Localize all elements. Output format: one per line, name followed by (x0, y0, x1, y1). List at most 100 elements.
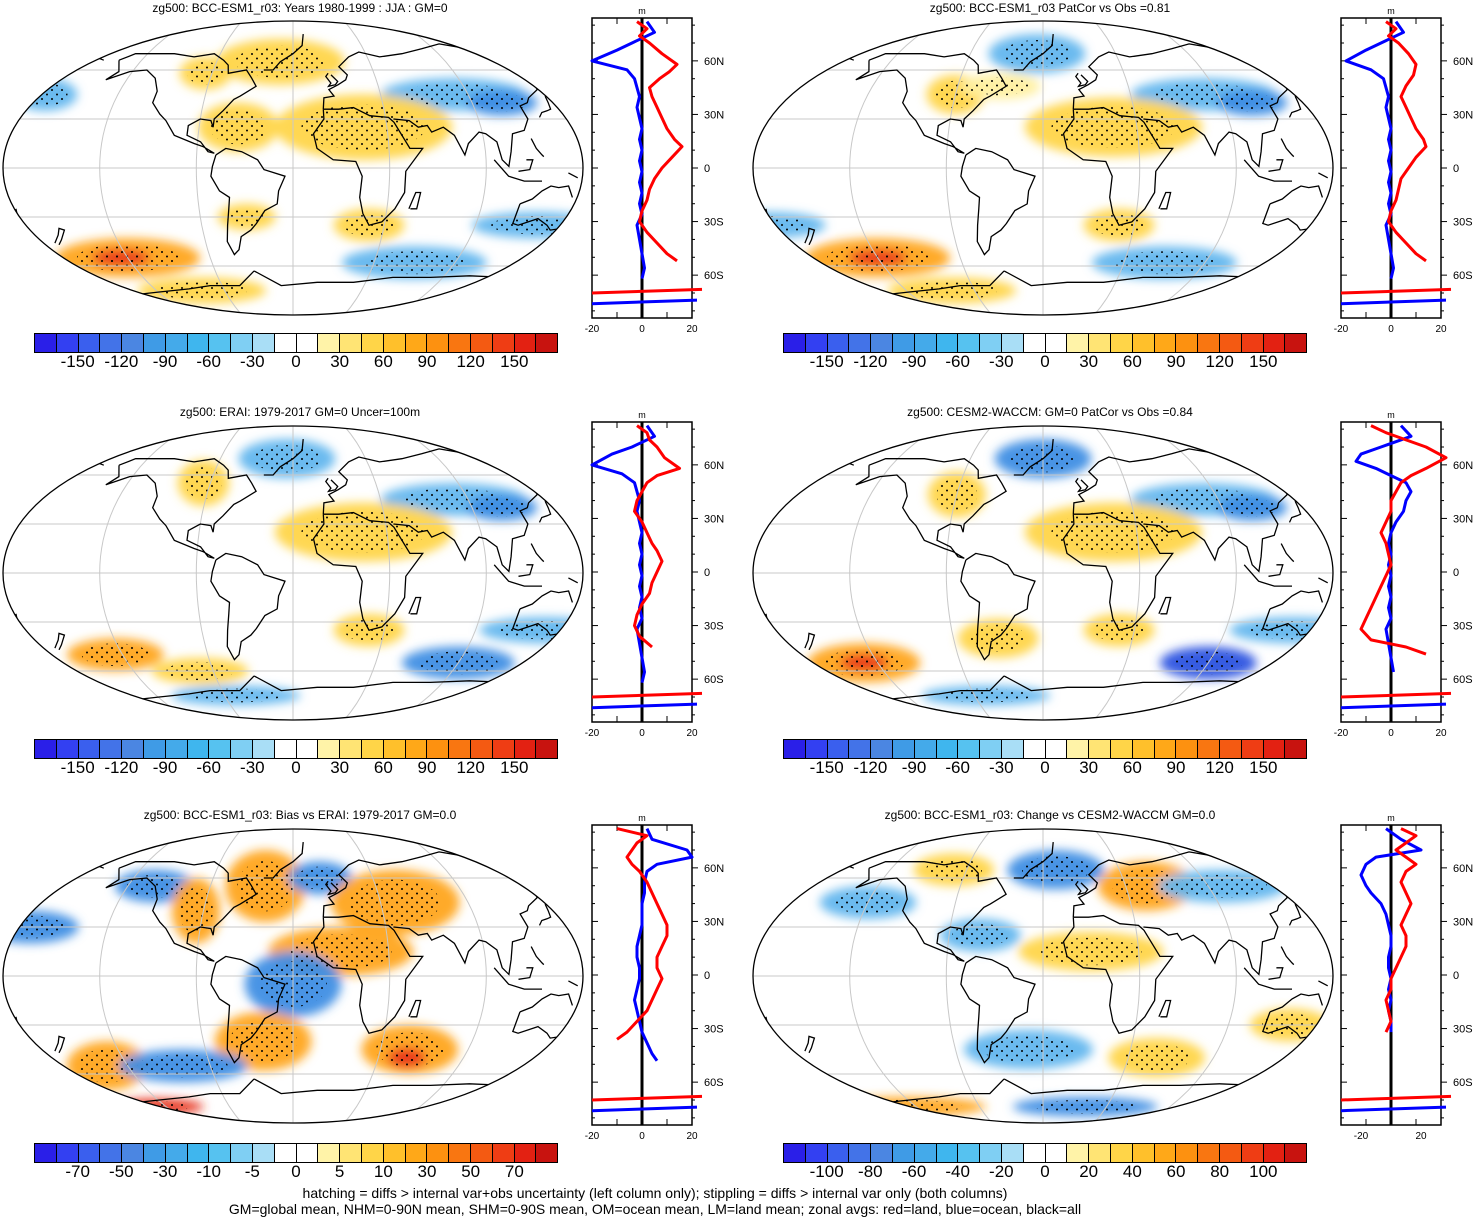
stippling (179, 887, 213, 934)
colorbar-tick-label: 120 (456, 352, 485, 371)
coastline (54, 632, 66, 651)
panel-3-title: zg500: ERAI: 1979-2017 GM=0 Uncer=100m (179, 405, 421, 419)
colorbar-swatch (514, 334, 537, 352)
colorbar-swatch (35, 334, 57, 352)
colorbar-tick-label: -60 (945, 758, 970, 777)
colorbar-swatch (427, 740, 450, 758)
colorbar-tick-label: -30 (240, 758, 265, 777)
panel-5-colorbar-labels: -70 -50 -30 -10 -5 0 5 10 30 50 70 (34, 1162, 558, 1184)
latitude-tick-label: 30N (704, 513, 724, 525)
zonal-x-tick-label: 0 (639, 728, 645, 739)
stippling (1040, 937, 1142, 966)
panel-2-colorbar-labels: -150 -120 -90 -60 -30 0 30 60 90 120 150 (783, 352, 1307, 374)
colorbar-swatch (1241, 740, 1264, 758)
coastline (1062, 511, 1174, 631)
panel-6-map (752, 828, 1334, 1124)
colorbar-swatch (1045, 740, 1068, 758)
coastline (518, 967, 534, 980)
colorbar-tick-label: 60 (1122, 758, 1142, 777)
longitude-gridline (945, 21, 993, 315)
coastline (960, 955, 1036, 1064)
latitude-tick-label: 60S (704, 674, 724, 686)
colorbar-tick-label: 0 (291, 758, 301, 777)
latitude-tick-label: 60N (704, 863, 724, 875)
colorbar-tick-label: 90 (417, 352, 437, 371)
colorbar-swatch (252, 334, 275, 352)
coastline (105, 53, 257, 154)
stippling (78, 1048, 136, 1083)
colorbar-swatch (1154, 740, 1177, 758)
panel-5-colorbar (34, 1143, 558, 1163)
colorbar-swatch (958, 1144, 981, 1162)
colorbar-swatch (187, 740, 210, 758)
colorbar-swatch (405, 334, 428, 352)
panel-4-colorbar-labels: -150 -120 -90 -60 -30 0 30 60 90 120 150 (783, 758, 1307, 780)
latitude-tick-label: 60S (1453, 674, 1473, 686)
colorbar-tick-label: 90 (1166, 758, 1186, 777)
colorbar-swatch (1263, 334, 1286, 352)
colorbar-swatch (122, 334, 144, 352)
colorbar-swatch (1219, 334, 1242, 352)
stippling (375, 1032, 444, 1067)
colorbar-tick-label: -150 (809, 352, 844, 371)
latitude-tick-label: 60N (1453, 56, 1473, 68)
colorbar-swatch (427, 1144, 450, 1162)
coastline (855, 861, 1007, 962)
longitude-gridline (1093, 21, 1141, 315)
coastline (105, 861, 257, 962)
zonal-x-tick-label: 0 (1388, 728, 1394, 739)
colorbar-tick-label: 70 (504, 1162, 524, 1181)
latitude-tick-label: 30S (704, 621, 724, 633)
stippling (498, 621, 583, 640)
panel-2-title: zg500: BCC-ESM1_r03 PatCor vs Obs =0.81 (929, 1, 1171, 15)
coastline (960, 147, 1036, 256)
colorbar-swatch (231, 334, 253, 352)
colorbar-swatch (1089, 740, 1111, 758)
zonal-x-tick-label: 20 (1435, 728, 1447, 739)
colorbar-swatch (936, 334, 959, 352)
zonal-units-label: m (638, 6, 646, 16)
coastline (324, 880, 339, 896)
zonal-ocean-line-antarctic (1340, 702, 1447, 710)
colorbar-swatch (209, 1144, 232, 1162)
panel-5-map (2, 828, 584, 1124)
stippling (1051, 511, 1176, 553)
panel-1-title: zg500: BCC-ESM1_r03: Years 1980-1999 : J… (152, 1, 448, 15)
longitude-gridline (343, 829, 391, 1123)
longitude-gridline (99, 21, 191, 315)
longitude-gridline (1145, 829, 1237, 1123)
stippling (970, 624, 1027, 653)
colorbar-swatch (1198, 1144, 1220, 1162)
coastline (493, 564, 542, 587)
colorbar-swatch (209, 740, 232, 758)
colorbar-swatch (849, 740, 872, 758)
zonal-land-line (1384, 827, 1418, 1033)
colorbar-tick-label: 0 (291, 1162, 301, 1181)
coastline (530, 946, 545, 966)
colorbar-swatch (100, 334, 123, 352)
coastline (1158, 596, 1172, 615)
coastline (518, 564, 534, 577)
colorbar-swatch (296, 1144, 319, 1162)
stippling (1051, 106, 1176, 148)
latitude-tick-label: 60S (704, 1077, 724, 1089)
longitude-gridline (849, 829, 941, 1123)
latitude-tick-label: 30S (704, 217, 724, 229)
map-border (752, 828, 1334, 1124)
stippling (983, 1035, 1074, 1064)
colorbar-swatch (274, 740, 297, 758)
zonal-ocean-line (1344, 20, 1405, 280)
stippling (22, 83, 68, 106)
longitude-gridline (945, 829, 993, 1123)
zonal-land-line-antarctic (1340, 1094, 1452, 1102)
panel-6-colorbar (783, 1143, 1307, 1163)
colorbar-swatch (492, 1144, 515, 1162)
latitude-tick-label: 30N (704, 916, 724, 928)
colorbar-tick-label: 60 (373, 352, 393, 371)
coastline (1243, 564, 1292, 587)
colorbar-swatch (914, 1144, 937, 1162)
colorbar-swatch (470, 1144, 493, 1162)
colorbar-swatch (871, 1144, 893, 1162)
colorbar-swatch (296, 334, 319, 352)
zonal-x-tick-label: -20 (585, 1131, 600, 1142)
